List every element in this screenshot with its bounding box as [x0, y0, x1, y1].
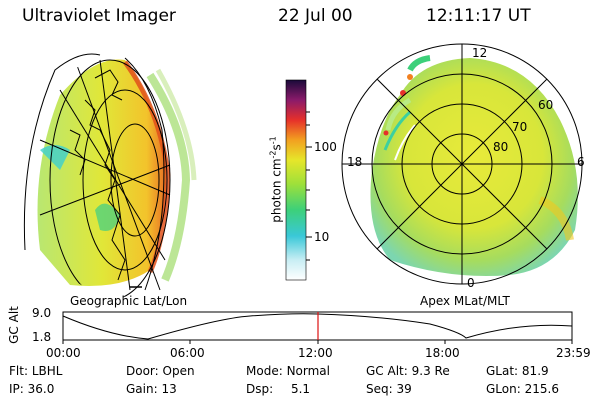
- time-tick: 06:00: [170, 346, 205, 360]
- time-tick: 18:00: [425, 346, 460, 360]
- right-map-caption: Apex MLat/MLT: [420, 294, 510, 308]
- left-map-caption: Geographic Lat/Lon: [70, 294, 188, 308]
- meta-glat: GLat: 81.9: [486, 364, 549, 378]
- meta-dsp: Dsp: 5.1: [246, 382, 311, 396]
- colorbar: [285, 79, 312, 281]
- mlt-label-6: 6: [577, 155, 585, 169]
- mlat-label-60: 60: [538, 98, 554, 112]
- meta-door: Door: Open: [126, 364, 195, 378]
- time-tick: 00:00: [46, 346, 81, 360]
- colorbar-tick-10: 10: [314, 230, 330, 244]
- mlt-label-18: 18: [347, 155, 363, 169]
- meta-glon: GLon: 215.6: [486, 382, 559, 396]
- app-title: Ultraviolet Imager: [22, 6, 176, 26]
- altitude-ylabel: GC Alt: [7, 306, 21, 344]
- mlt-label-12: 12: [472, 46, 488, 60]
- meta-seq: Seq: 39: [366, 382, 412, 396]
- altitude-plot: [62, 311, 573, 344]
- polar-map: [341, 43, 583, 285]
- mlt-label-0: 0: [467, 276, 475, 290]
- time-tick: 12:00: [298, 346, 333, 360]
- time-label: 12:11:17 UT: [426, 6, 531, 26]
- mlat-label-80: 80: [493, 140, 509, 154]
- altitude-ytick-bottom: 1.8: [32, 330, 52, 344]
- time-tick: 23:59: [556, 346, 591, 360]
- altitude-ytick-top: 9.0: [32, 306, 52, 320]
- date-label: 22 Jul 00: [278, 6, 353, 26]
- colorbar-tick-100: 100: [314, 140, 337, 154]
- geographic-map: [23, 53, 197, 297]
- meta-flt: Flt: LBHL: [9, 364, 63, 378]
- meta-mode: Mode: Normal: [246, 364, 330, 378]
- colorbar-unit-label: photon cm-2s-1: [268, 136, 284, 223]
- meta-gc-alt: GC Alt: 9.3 Re: [366, 364, 450, 378]
- meta-ip: IP: 36.0: [9, 382, 55, 396]
- mlat-label-70: 70: [512, 120, 528, 134]
- meta-gain: Gain: 13: [126, 382, 177, 396]
